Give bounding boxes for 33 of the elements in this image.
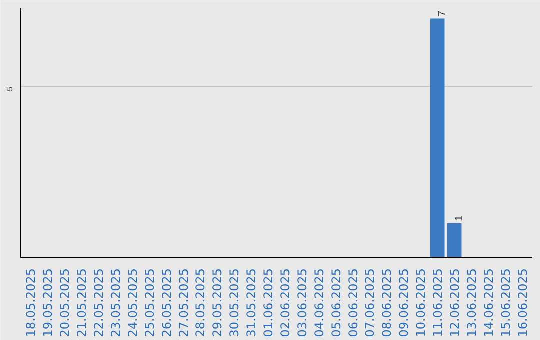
x-tick-label: 03.06.2025 — [295, 268, 310, 338]
y-tick-label: 5 — [6, 86, 14, 92]
x-tick-label: 27.05.2025 — [176, 268, 191, 338]
x-tick-label: 20.05.2025 — [58, 268, 72, 338]
x-tick-label: 14.06.2025 — [482, 268, 496, 338]
x-tick-label: 15.06.2025 — [498, 268, 513, 338]
x-tick-label: 28.05.2025 — [194, 268, 208, 338]
x-tick-label: 21.05.2025 — [75, 268, 90, 338]
x-tick-label: 31.05.2025 — [244, 268, 259, 338]
x-tick-label: 30.05.2025 — [228, 268, 242, 338]
x-tick-label: 01.06.2025 — [262, 268, 276, 338]
x-tick-label: 08.06.2025 — [380, 268, 394, 338]
data-label: 1 — [454, 215, 466, 222]
x-tick-label: 04.06.2025 — [312, 268, 326, 338]
x-tick-label: 25.05.2025 — [142, 268, 157, 338]
x-tick-label: 07.06.2025 — [363, 268, 378, 338]
data-label: 7 — [436, 10, 449, 17]
x-tick-label: 26.05.2025 — [160, 268, 174, 338]
x-tick-label: 19.05.2025 — [41, 268, 56, 338]
x-tick-label: 29.05.2025 — [210, 268, 225, 338]
x-tick-label: 16.06.2025 — [516, 268, 530, 338]
x-tick-label: 13.06.2025 — [464, 268, 479, 338]
x-tick-label: 24.05.2025 — [126, 268, 140, 338]
x-tick-label: 09.06.2025 — [397, 268, 412, 338]
x-tick-label: 02.06.2025 — [278, 268, 292, 338]
x-tick-label: 12.06.2025 — [448, 268, 462, 338]
x-tick-label: 18.05.2025 — [24, 268, 38, 338]
x-tick-label: 11.06.2025 — [431, 268, 446, 338]
x-tick-label: 06.06.2025 — [346, 268, 360, 338]
x-tick-label: 22.05.2025 — [92, 268, 106, 338]
x-tick-label: 05.06.2025 — [329, 268, 344, 338]
x-tick-label: 23.05.2025 — [108, 268, 123, 338]
x-tick-label: 10.06.2025 — [414, 268, 428, 338]
